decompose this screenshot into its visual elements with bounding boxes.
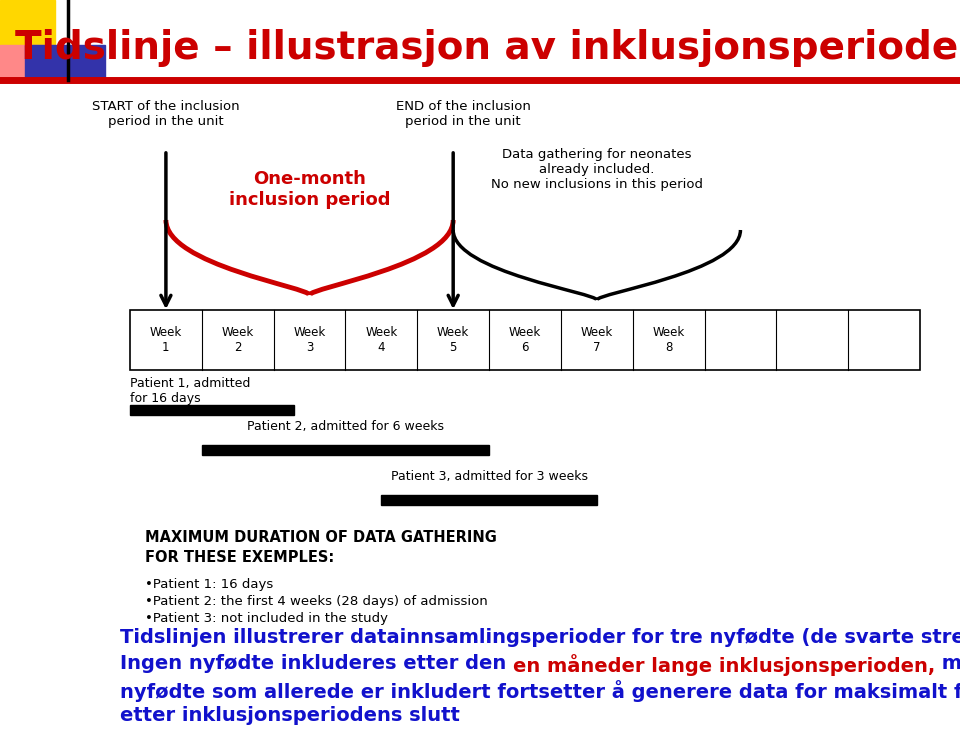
Text: FOR THESE EXEMPLES:: FOR THESE EXEMPLES: bbox=[145, 550, 334, 565]
Text: Week
7: Week 7 bbox=[581, 326, 612, 354]
Bar bbox=[0, 45, 55, 80]
Bar bbox=[202, 445, 489, 455]
Text: nyfødte som allerede er inkludert fortsetter å generere data for maksimalt fire : nyfødte som allerede er inkludert fortse… bbox=[120, 680, 960, 702]
Text: Tidslinje – illustrasjon av inklusjonsperioden: Tidslinje – illustrasjon av inklusjonspe… bbox=[14, 29, 960, 67]
Text: Data gathering for neonates
already included.
No new inclusions in this period: Data gathering for neonates already incl… bbox=[491, 148, 703, 191]
Text: Week
6: Week 6 bbox=[509, 326, 541, 354]
Text: •Patient 3: not included in the study: •Patient 3: not included in the study bbox=[145, 612, 388, 625]
Text: etter inklusjonsperiodens slutt: etter inklusjonsperiodens slutt bbox=[120, 706, 460, 725]
Text: Week
2: Week 2 bbox=[222, 326, 253, 354]
Text: Week
5: Week 5 bbox=[437, 326, 469, 354]
Text: Week
4: Week 4 bbox=[365, 326, 397, 354]
Bar bbox=[381, 495, 597, 505]
Text: Patient 2, admitted for 6 weeks: Patient 2, admitted for 6 weeks bbox=[247, 420, 444, 433]
Text: en måneder lange inklusjonsperioden,: en måneder lange inklusjonsperioden, bbox=[513, 654, 935, 676]
Text: •Patient 1: 16 days: •Patient 1: 16 days bbox=[145, 578, 274, 591]
Text: Patient 3, admitted for 3 weeks: Patient 3, admitted for 3 weeks bbox=[391, 470, 588, 483]
Text: Tidslinjen illustrerer datainnsamlingsperioder for tre nyfødte (de svarte streke: Tidslinjen illustrerer datainnsamlingspe… bbox=[120, 628, 960, 647]
Text: Week
3: Week 3 bbox=[294, 326, 325, 354]
Text: •Patient 2: the first 4 weeks (28 days) of admission: •Patient 2: the first 4 weeks (28 days) … bbox=[145, 595, 488, 608]
Text: END of the inclusion
period in the unit: END of the inclusion period in the unit bbox=[396, 100, 531, 128]
Bar bbox=[25, 45, 105, 80]
Bar bbox=[130, 405, 294, 415]
Text: Ingen nyfødte inkluderes etter den: Ingen nyfødte inkluderes etter den bbox=[120, 654, 513, 673]
Text: Week
8: Week 8 bbox=[653, 326, 684, 354]
Bar bbox=[0, 0, 55, 75]
Text: Week
1: Week 1 bbox=[150, 326, 182, 354]
Text: One-month
inclusion period: One-month inclusion period bbox=[228, 170, 391, 209]
Text: men: men bbox=[935, 654, 960, 673]
Bar bbox=[130, 310, 920, 370]
Text: START of the inclusion
period in the unit: START of the inclusion period in the uni… bbox=[92, 100, 240, 128]
Text: Patient 1, admitted
for 16 days: Patient 1, admitted for 16 days bbox=[130, 377, 251, 405]
Text: MAXIMUM DURATION OF DATA GATHERING: MAXIMUM DURATION OF DATA GATHERING bbox=[145, 530, 497, 545]
